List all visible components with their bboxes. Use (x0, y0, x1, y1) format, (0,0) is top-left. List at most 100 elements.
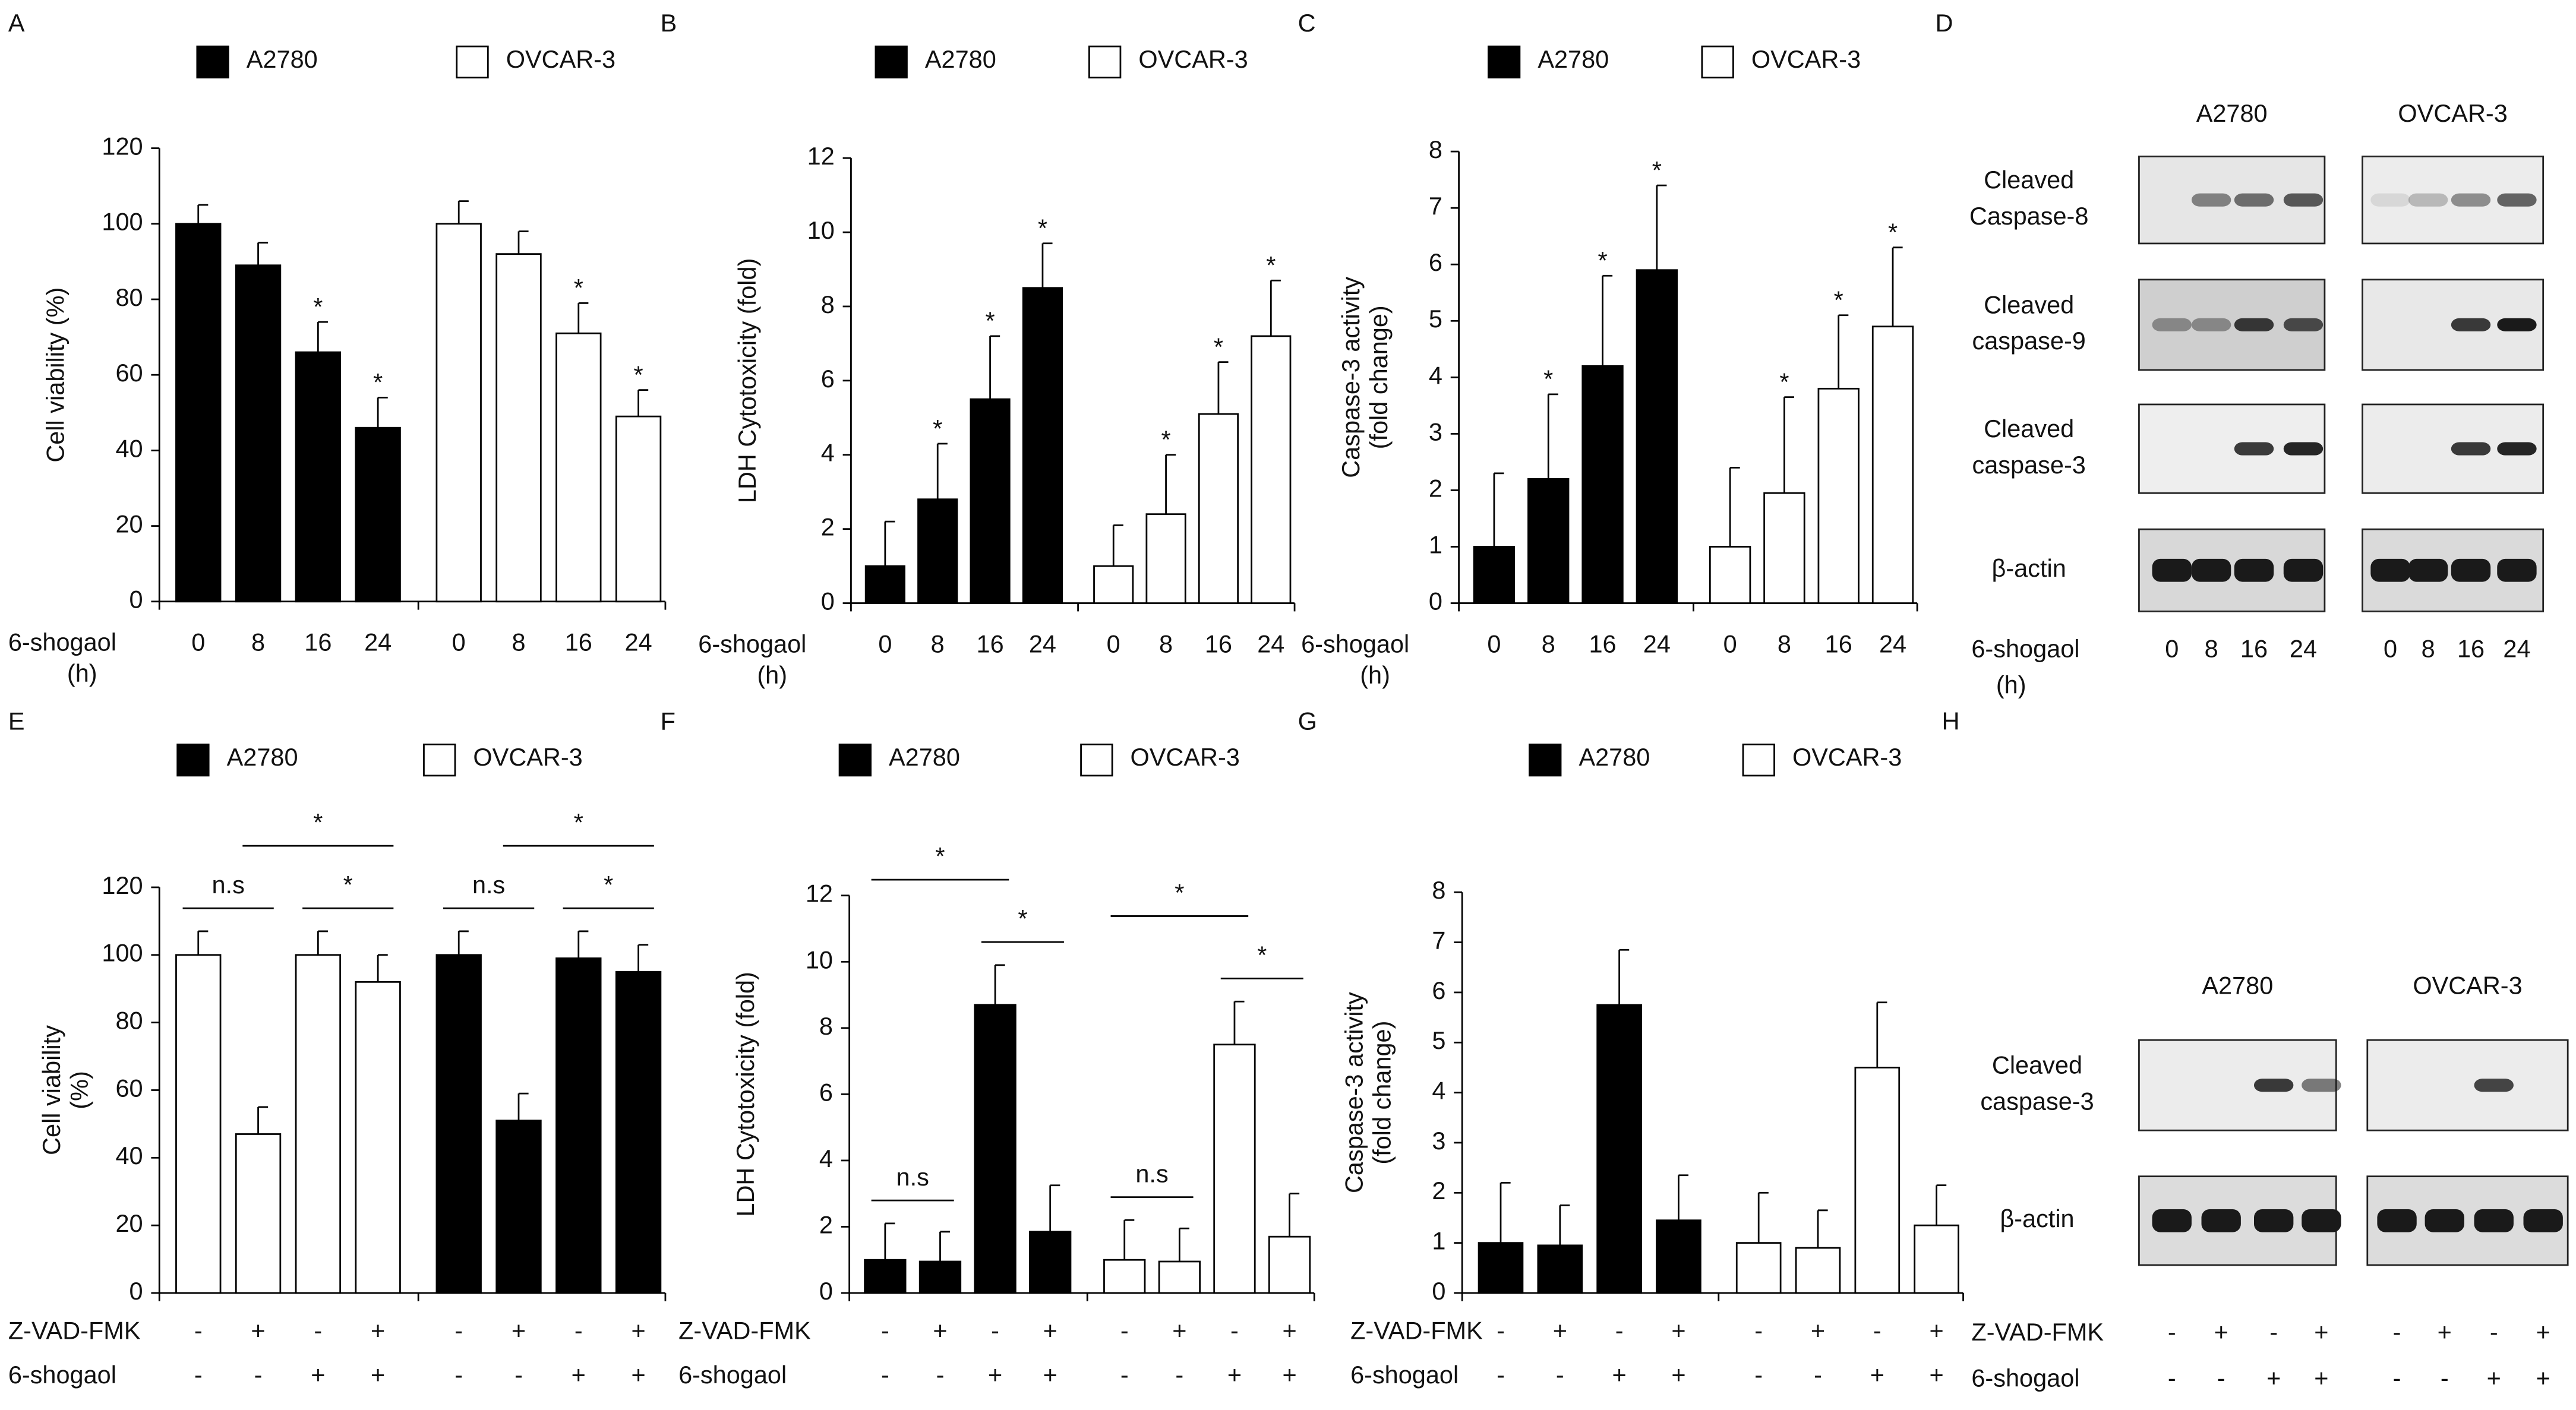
x-tick-label: 16 (977, 630, 1004, 657)
legend-swatch (1701, 45, 1734, 79)
blot-band (2191, 318, 2231, 331)
bar (1478, 1242, 1524, 1294)
blot-band (2283, 193, 2324, 207)
bar (970, 398, 1011, 604)
legend-label: OVCAR-3 (1751, 45, 1861, 73)
bar (495, 253, 542, 603)
y-tick-label: 4 (819, 1145, 833, 1172)
x-row-label: + (251, 1316, 265, 1344)
y-tick-label: 40 (115, 1142, 143, 1169)
legend-swatch (456, 45, 489, 79)
x-axis-label: 6-shogaol (698, 630, 806, 657)
lane-row-name: 6-shogaol (1971, 1364, 2079, 1392)
y-tick-label: 1 (1432, 1227, 1445, 1255)
comparison-label: n.s (1135, 1160, 1168, 1188)
lane-label: 24 (2503, 635, 2530, 663)
significance-star: * (1834, 286, 1843, 314)
y-tick-label: 80 (115, 283, 143, 311)
blot-band (2254, 1209, 2294, 1232)
x-row-name: Z-VAD-FMK (1350, 1316, 1483, 1344)
x-tick-label: 16 (565, 628, 592, 656)
blot-band (2152, 1209, 2192, 1232)
legend-label: A2780 (1538, 45, 1609, 73)
blot-band (2302, 1079, 2341, 1092)
y-tick-label: 0 (1429, 587, 1442, 615)
bar (1871, 325, 1914, 604)
blot-band (2152, 558, 2192, 582)
bar (1022, 287, 1063, 604)
y-tick-label: 4 (1432, 1077, 1445, 1105)
significance-star: * (1652, 156, 1662, 184)
significance-star: * (986, 307, 995, 335)
significance-star: * (1543, 365, 1553, 393)
blot-band (2451, 558, 2491, 582)
significance-star: * (1266, 251, 1276, 279)
x-row-label: - (1120, 1316, 1129, 1344)
bar (175, 223, 222, 603)
lane-label: 0 (2384, 635, 2397, 663)
legend-label: OVCAR-3 (473, 743, 582, 771)
x-row-label: - (574, 1316, 583, 1344)
x-tick-label: 16 (1205, 630, 1232, 657)
bar (1213, 1044, 1256, 1294)
y-tick-label: 120 (102, 871, 143, 899)
lane-label: + (2314, 1318, 2328, 1346)
x-tick-label: 24 (1257, 630, 1284, 657)
x-row-label: - (1615, 1316, 1624, 1344)
bar (555, 332, 602, 603)
x-row-label: - (1230, 1316, 1239, 1344)
bar (495, 1120, 542, 1294)
x-tick-label: 8 (1778, 630, 1791, 657)
bar (1251, 335, 1292, 604)
blot-band (2377, 1209, 2417, 1232)
significance-star: * (1779, 368, 1789, 396)
x-row-name: 6-shogaol (1350, 1361, 1459, 1389)
x-row-label: + (1043, 1316, 1057, 1344)
bar (1198, 413, 1239, 604)
bar (435, 954, 482, 1294)
y-tick-label: 7 (1432, 927, 1445, 954)
y-tick-label: 12 (807, 142, 835, 170)
bar (435, 223, 482, 603)
y-tick-label: 0 (821, 587, 835, 615)
blot-band (2254, 1079, 2294, 1092)
x-row-label: + (1930, 1316, 1944, 1344)
y-tick-label: 0 (1432, 1277, 1445, 1305)
y-axis-label: Cell viability (%) (42, 287, 70, 463)
blot-band (2191, 558, 2231, 582)
lane-label: - (2217, 1364, 2225, 1392)
blot-band (2451, 318, 2491, 331)
legend-label: A2780 (227, 743, 298, 771)
lane-label: 8 (2422, 635, 2435, 663)
y-axis-label: (fold change) (1368, 1021, 1396, 1165)
x-row-label: + (512, 1316, 526, 1344)
x-row-label: + (1870, 1361, 1884, 1389)
x-axis-label: (h) (67, 659, 97, 687)
comparison-label: * (313, 808, 323, 836)
bar (974, 1004, 1016, 1294)
y-tick-label: 2 (1429, 474, 1442, 502)
blot-band (2283, 318, 2324, 331)
comparison-label: n.s (896, 1163, 929, 1191)
legend-swatch (196, 45, 229, 79)
y-tick-label: 6 (821, 365, 835, 393)
bar (1158, 1260, 1201, 1294)
bar (1596, 1004, 1642, 1294)
x-tick-label: 0 (1487, 630, 1501, 657)
blot-band (2370, 193, 2410, 207)
bar (1268, 1235, 1311, 1294)
x-tick-label: 0 (1723, 630, 1737, 657)
lane-label: + (2266, 1364, 2281, 1392)
blot-column-header: A2780 (2196, 99, 2268, 127)
x-row-label: + (631, 1316, 645, 1344)
legend-label: A2780 (247, 45, 318, 73)
bar (615, 970, 662, 1294)
bar (1029, 1231, 1072, 1294)
x-tick-label: 8 (512, 628, 525, 656)
legend-swatch (176, 743, 210, 777)
y-tick-label: 8 (821, 290, 835, 318)
blot-band (2451, 442, 2491, 456)
y-tick-label: 5 (1429, 305, 1442, 333)
blot-row-label: Cleaved (1992, 1051, 2082, 1079)
bar (1581, 365, 1624, 604)
